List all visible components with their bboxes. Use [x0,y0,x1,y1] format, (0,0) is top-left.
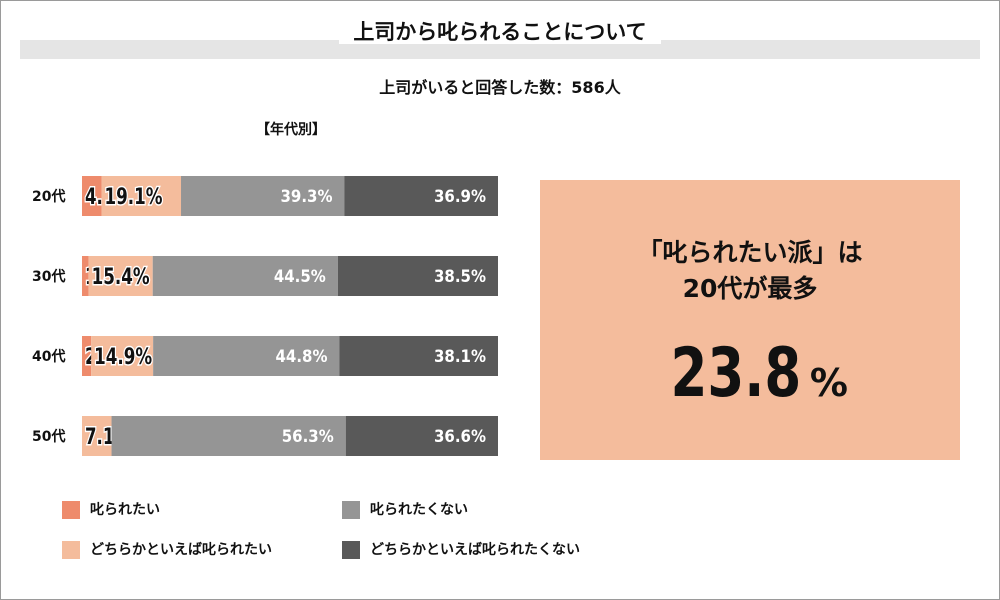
data-label: 14.9% [94,345,152,370]
data-label: 19.1% [105,185,163,210]
data-label: 56.3% [282,427,334,447]
bar-segment [111,416,346,456]
legend-label: どちらかといえば叱られたくない [370,542,580,558]
legend-label: 叱られたい [90,502,160,518]
data-label: 38.5% [434,267,486,287]
chart-subtitle: 上司がいると回答した数：586人 [379,78,621,97]
data-label: 44.8% [276,347,328,367]
bar-segment [181,176,345,216]
category-label: 40代 [32,348,65,365]
bar-segment [337,256,498,296]
title-band [20,40,980,59]
data-label: 36.9% [434,187,486,207]
bar-segment [82,256,89,296]
stacked-bar-chart: 20代4.7%19.1%39.3%36.9%30代1.6%15.4%44.5%3… [32,176,498,456]
bar-segment [82,336,92,376]
highlight-number: 23.8 [670,334,802,413]
highlight-box: 「叱られたい派」は 20代が最多 23.8% [540,180,960,460]
bar-segment [91,336,154,376]
data-label: 38.1% [434,347,486,367]
category-label: 50代 [32,428,65,445]
bar-segment [339,336,498,376]
data-label: 36.6% [434,427,486,447]
group-label: 【年代別】 [256,122,326,138]
category-label: 20代 [32,188,65,205]
highlight-value: 23.8% [540,338,960,427]
bar-segment [101,176,182,216]
legend-label: 叱られたくない [370,502,468,518]
legend-swatch [342,501,360,519]
chart-title-text: 上司から叱られることについて [339,20,661,44]
data-label: 44.5% [274,267,326,287]
legend-swatch [62,501,80,519]
chart-title: 上司から叱られることについて [0,18,1000,46]
highlight-line-2: 20代が最多 [682,274,818,303]
data-label: 15.4% [92,265,150,290]
bar-segment [88,256,153,296]
legend-swatch [342,541,360,559]
bar-segment [153,336,340,376]
data-label: 39.3% [280,187,332,207]
highlight-line-1: 「叱られたい派」は [637,238,863,267]
bar-segment [82,416,112,456]
category-label: 30代 [32,268,65,285]
bar-segment [344,176,498,216]
legend-swatch [62,541,80,559]
bar-segment [152,256,338,296]
bar-segment [82,176,102,216]
legend-label: どちらかといえば叱られたい [90,542,272,558]
bar-segment [345,416,498,456]
highlight-unit: % [809,361,848,405]
